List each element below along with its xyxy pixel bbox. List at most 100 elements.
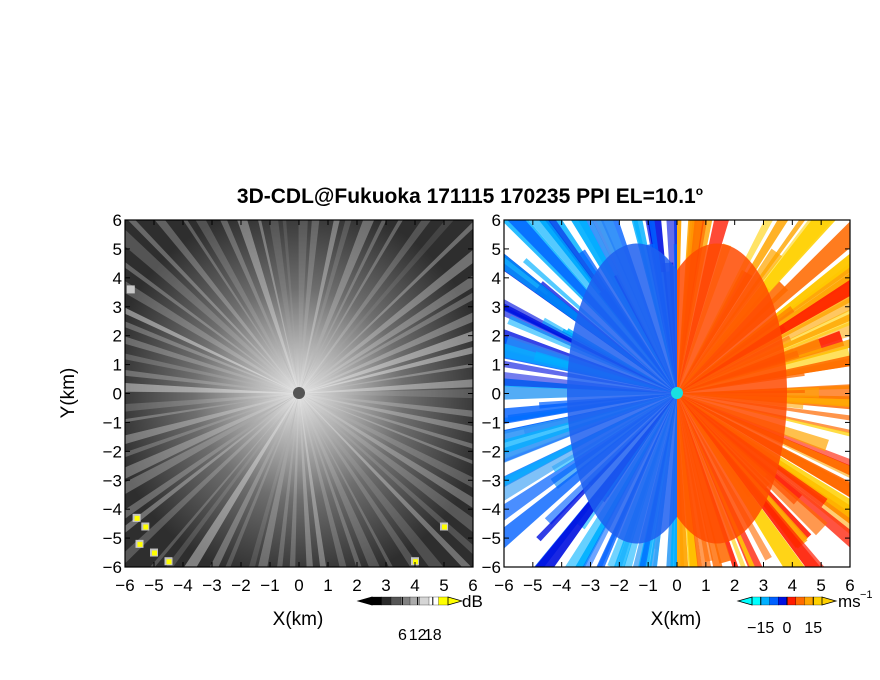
power-ray: [125, 393, 299, 564]
power-x-tick-labels: −6 −5 −4 −3 −2 −1 0 1 2 3 4 5 6: [115, 576, 477, 595]
power-ray: [299, 220, 375, 394]
power-colorbar-min-arrow: [356, 596, 373, 606]
power-ray: [165, 393, 299, 567]
power-ray: [299, 393, 393, 567]
power-panel: −6 −5 −4 −3 −2 −1 0 1 2 3 4 5 6 6543210−1−2−3−4−5−6 …: [58, 211, 478, 630]
velocity-y-tick-label: 4: [492, 269, 501, 288]
bright-echo-yellow: [143, 524, 149, 530]
positive-velocity-ray: [677, 220, 682, 394]
power-ray: [125, 393, 299, 479]
power-x-tick-label: −1: [260, 576, 279, 595]
velocity-x-tick-label: −3: [581, 576, 600, 595]
power-colorbar-cell: [419, 596, 430, 606]
positive-velocity-ray-core: [677, 243, 787, 544]
power-ray: [248, 393, 299, 567]
power-ray: [299, 393, 473, 418]
power-ray: [195, 220, 299, 394]
velocity-colorbar-cell: [813, 596, 823, 606]
bright-echo-yellow: [137, 541, 143, 547]
power-ray: [299, 393, 473, 434]
power-colorbar-cell: [390, 596, 401, 606]
power-rays: [125, 220, 473, 567]
velocity-x-tick-label: 5: [816, 576, 825, 595]
power-ray: [299, 220, 454, 394]
power-ray: [125, 393, 299, 519]
velocity-axis-ticks: [503, 219, 851, 568]
power-x-tick-label: −2: [231, 576, 250, 595]
velocity-colorbar-cell: [751, 596, 762, 606]
velocity-x-tick-label: 3: [759, 576, 768, 595]
bright-echoes: [126, 285, 448, 566]
power-colorbar-cell: [438, 596, 449, 606]
negative-velocity-ray: [670, 393, 677, 567]
positive-velocity-ray: [677, 393, 850, 437]
power-ray: [299, 393, 420, 567]
power-ray: [299, 220, 403, 394]
power-ray: [299, 393, 473, 509]
power-ray: [299, 292, 473, 394]
power-y-tick-label: −1: [103, 413, 122, 432]
power-ray: [299, 346, 473, 394]
power-ray: [299, 393, 473, 533]
velocity-y-tick-label: −4: [482, 500, 501, 519]
velocity-x-axis-label: X(km): [651, 609, 702, 630]
bright-echo-yellow: [152, 550, 157, 556]
velocity-y-tick-label: 1: [492, 356, 501, 375]
power-ray: [125, 336, 299, 394]
bright-echo-yellow: [442, 524, 447, 530]
velocity-x-tick-label: 2: [730, 576, 739, 595]
power-colorbar-max-arrow: [447, 596, 464, 606]
power-ray: [184, 393, 299, 567]
velocity-colorbar-cell: [769, 596, 779, 606]
power-ray: [299, 363, 473, 394]
power-ray: [125, 393, 299, 423]
power-x-tick-label: 0: [294, 576, 303, 595]
velocity-x-tick-label: 0: [672, 576, 681, 595]
power-ray: [299, 393, 327, 567]
power-ray: [299, 393, 473, 488]
power-y-tick-label: −6: [103, 558, 122, 577]
velocity-y-tick-label: −5: [482, 529, 501, 548]
power-colorbar-tick-label: 12: [409, 627, 427, 644]
power-ray: [298, 220, 308, 394]
power-x-tick-label: 4: [410, 576, 419, 595]
velocity-y-tick-label: 3: [492, 298, 501, 317]
bright-echo-yellow: [166, 559, 172, 565]
power-colorbar-cell: [409, 596, 420, 606]
power-x-tick-label: 2: [352, 576, 361, 595]
power-ray: [209, 393, 299, 567]
power-y-tick-label: −3: [103, 471, 122, 490]
power-ray: [299, 220, 320, 394]
power-ray: [125, 393, 299, 412]
bright-echo-yellow: [413, 559, 418, 565]
power-ray: [299, 393, 472, 567]
power-colorbar-cell: [371, 596, 382, 606]
power-ray: [299, 330, 473, 394]
power-ray: [299, 393, 473, 465]
positive-velocity-ray: [677, 279, 850, 394]
power-ray: [299, 220, 352, 394]
power-ray: [299, 220, 387, 394]
velocity-colorbar-tick-label: 15: [804, 620, 822, 637]
negative-velocity-rays: [504, 220, 677, 567]
velocity-colorbar: −15 0 15 ms −1: [736, 589, 873, 637]
power-ray: [220, 220, 299, 394]
power-y-tick-label: 4: [113, 269, 122, 288]
velocity-y-tick-label: −1: [482, 413, 501, 432]
bright-echo: [126, 285, 135, 294]
power-y-tick-label: −4: [103, 500, 122, 519]
positive-velocity-ray: [677, 355, 850, 394]
radar-center-marker-velocity: [671, 387, 683, 399]
velocity-colorbar-unit: ms: [838, 592, 861, 611]
power-ray: [299, 220, 432, 394]
power-y-axis-label: Y(km): [58, 368, 79, 419]
power-colorbar-unit: dB: [462, 592, 483, 611]
power-ray: [299, 393, 313, 567]
velocity-x-tick-label: −6: [494, 576, 513, 595]
power-ray: [127, 220, 299, 394]
power-colorbar-tick-label: 18: [424, 627, 442, 644]
power-x-tick-label: 1: [323, 576, 332, 595]
power-ray: [282, 220, 299, 394]
power-x-tick-label: −6: [115, 576, 134, 595]
